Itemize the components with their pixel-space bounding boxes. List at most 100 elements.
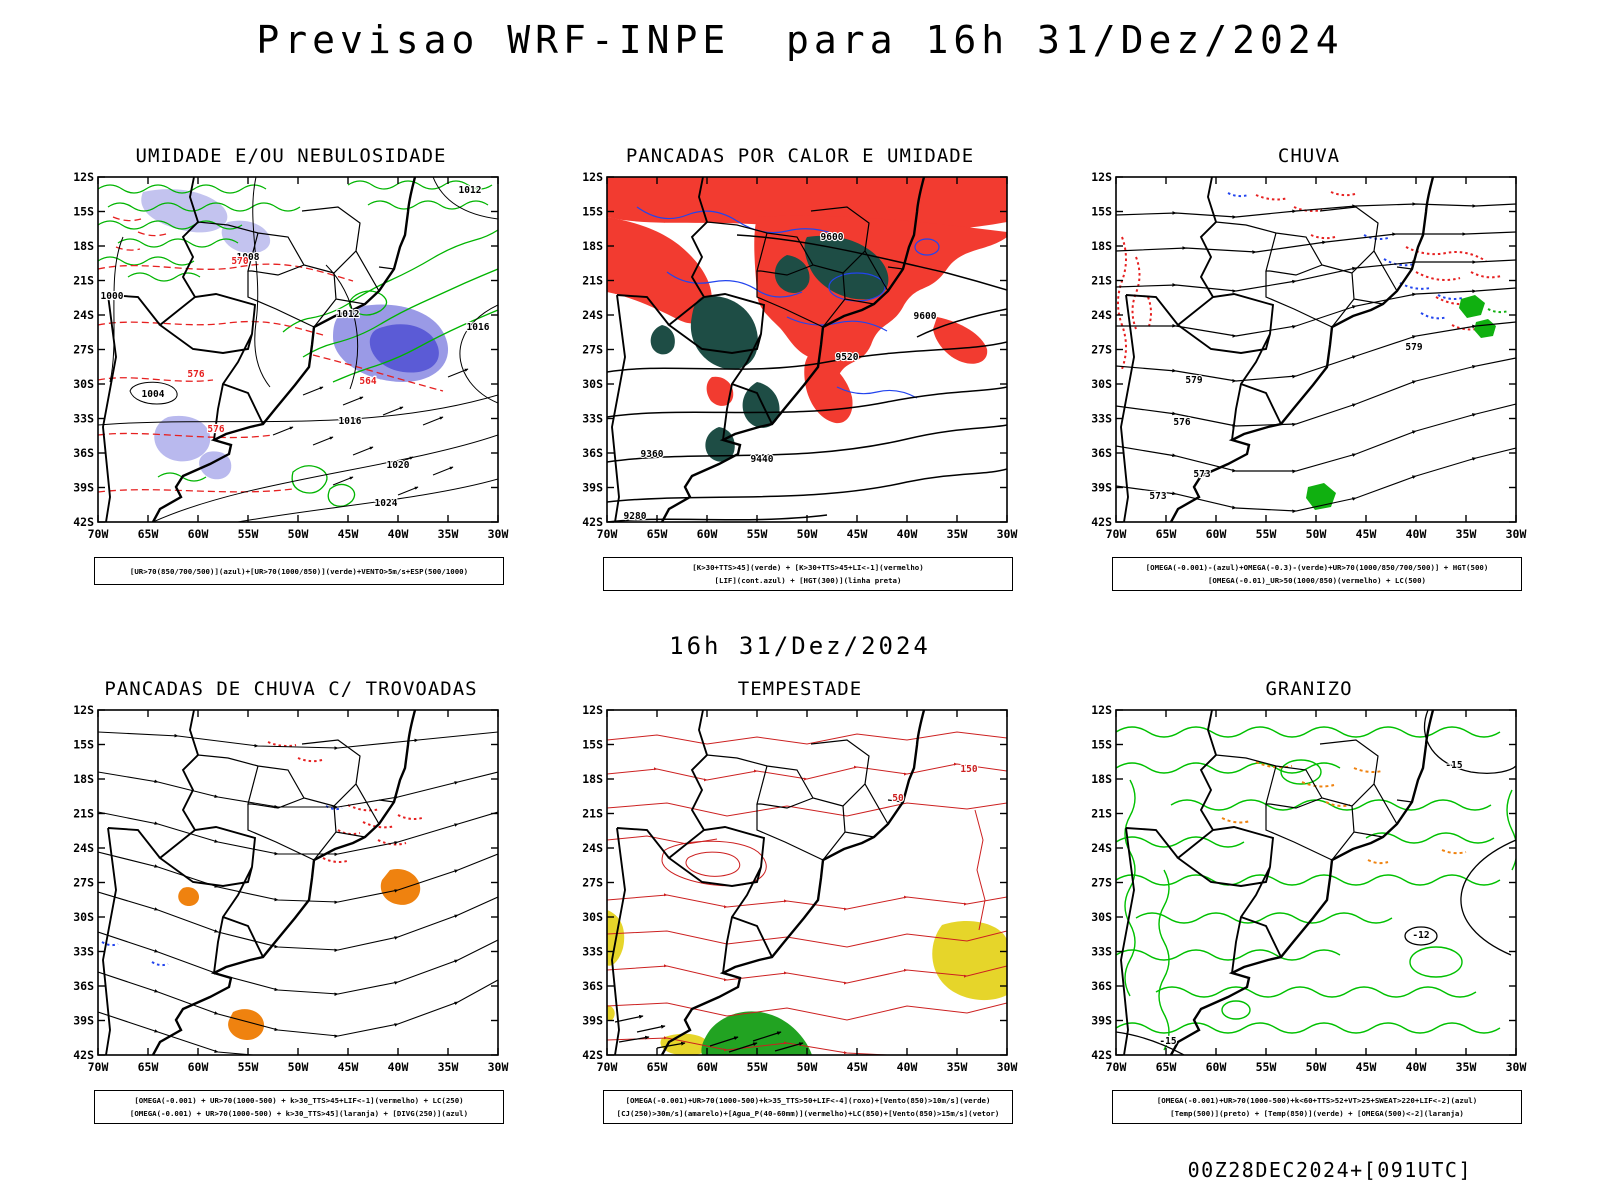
svg-text:12S: 12S [582, 705, 603, 717]
svg-text:1004: 1004 [142, 389, 165, 400]
svg-text:45W: 45W [1356, 527, 1377, 541]
svg-text:12S: 12S [73, 705, 94, 717]
svg-text:70W: 70W [597, 1060, 618, 1074]
svg-text:50W: 50W [1306, 1060, 1327, 1074]
svg-text:1000: 1000 [101, 291, 124, 302]
svg-text:60W: 60W [1206, 527, 1227, 541]
wind-vectors [272, 368, 469, 496]
contour-value-labels: 579 576 573 579 573 [1148, 341, 1424, 503]
svg-text:27S: 27S [73, 343, 94, 357]
caption-line: [OMEGA(-0.001) + UR>70(1000-500) + k>30_… [129, 1109, 469, 1118]
svg-text:30W: 30W [997, 527, 1018, 541]
svg-text:24S: 24S [1091, 841, 1112, 855]
svg-text:-12: -12 [1412, 930, 1429, 941]
svg-text:39S: 39S [582, 481, 603, 495]
svg-text:55W: 55W [747, 527, 768, 541]
isobar-contours [98, 177, 498, 522]
panel-granizo: GRANIZO [1074, 678, 1544, 1124]
svg-text:30W: 30W [488, 527, 509, 541]
svg-text:1012: 1012 [337, 309, 360, 320]
red-instability-areas [607, 177, 1007, 424]
svg-text:30S: 30S [1091, 377, 1112, 391]
panel-umidade: UMIDADE E/OU NEBULOSIDADE [56, 145, 526, 591]
caption-granizo: [OMEGA(-0.001)+UR>70(1000-500)+k<60+TTS>… [1112, 1090, 1522, 1124]
svg-text:45W: 45W [1356, 1060, 1377, 1074]
svg-text:21S: 21S [73, 807, 94, 821]
svg-text:564: 564 [359, 376, 376, 387]
svg-text:40W: 40W [388, 1060, 409, 1074]
svg-text:55W: 55W [1256, 1060, 1277, 1074]
svg-text:24S: 24S [582, 308, 603, 322]
green-temp850-contours [1116, 726, 1516, 1051]
svg-text:39S: 39S [1091, 481, 1112, 495]
svg-text:21S: 21S [1091, 807, 1112, 821]
svg-text:-15: -15 [1445, 760, 1462, 771]
svg-text:35W: 35W [438, 527, 459, 541]
svg-text:33S: 33S [582, 945, 603, 959]
yellow-jet-areas [607, 910, 1007, 1055]
blue-lif-contours [636, 206, 940, 399]
svg-text:30W: 30W [1506, 1060, 1527, 1074]
svg-text:55W: 55W [747, 1060, 768, 1074]
red-lc850-contours [607, 731, 1007, 1055]
svg-text:24S: 24S [582, 841, 603, 855]
svg-text:1016: 1016 [339, 416, 362, 427]
svg-text:1020: 1020 [387, 460, 410, 471]
svg-text:30W: 30W [1506, 527, 1527, 541]
caption-line: [OMEGA(-0.01)_UR>50(1000/850)(vermelho) … [1207, 576, 1427, 585]
svg-text:42S: 42S [1091, 515, 1112, 529]
svg-text:9600: 9600 [821, 232, 844, 243]
svg-text:65W: 65W [1156, 527, 1177, 541]
svg-text:1008: 1008 [237, 252, 260, 263]
svg-text:24S: 24S [73, 308, 94, 322]
svg-text:55W: 55W [1256, 527, 1277, 541]
svg-text:42S: 42S [582, 515, 603, 529]
svg-text:50W: 50W [797, 527, 818, 541]
svg-text:36S: 36S [73, 446, 94, 460]
caption-calor: [K>30+TTS>45](verde) + [K>30+TTS>45+LI<-… [603, 557, 1013, 591]
svg-text:12S: 12S [1091, 705, 1112, 717]
svg-text:60W: 60W [1206, 1060, 1227, 1074]
svg-text:42S: 42S [73, 1048, 94, 1062]
svg-text:40W: 40W [1406, 527, 1427, 541]
svg-text:18S: 18S [582, 772, 603, 786]
svg-text:35W: 35W [1456, 527, 1477, 541]
svg-text:1016: 1016 [467, 322, 490, 333]
svg-text:33S: 33S [73, 945, 94, 959]
svg-text:60W: 60W [697, 527, 718, 541]
svg-text:50: 50 [892, 793, 904, 804]
caption-line: [OMEGA(-0.001) + UR>70(1000-500) + k>30_… [134, 1096, 464, 1105]
hgt300-contours [607, 234, 1007, 522]
svg-text:18S: 18S [73, 239, 94, 253]
hgt500-streamlines [1116, 202, 1516, 514]
svg-text:36S: 36S [73, 979, 94, 993]
svg-text:33S: 33S [582, 412, 603, 426]
svg-text:65W: 65W [647, 527, 668, 541]
svg-text:12S: 12S [1091, 172, 1112, 184]
svg-text:21S: 21S [582, 807, 603, 821]
svg-text:27S: 27S [582, 876, 603, 890]
svg-text:60W: 60W [188, 527, 209, 541]
svg-text:70W: 70W [88, 1060, 109, 1074]
svg-text:55W: 55W [238, 527, 259, 541]
svg-text:70W: 70W [597, 527, 618, 541]
svg-text:27S: 27S [1091, 343, 1112, 357]
black-temp500-contours [1116, 710, 1516, 1055]
svg-text:15S: 15S [582, 205, 603, 219]
contour-value-labels: -12 -15 -15 [1158, 759, 1464, 1048]
svg-text:18S: 18S [1091, 239, 1112, 253]
svg-text:579: 579 [1185, 375, 1202, 386]
row-bottom: PANCADAS DE CHUVA C/ TROVOADAS [0, 678, 1600, 1124]
svg-text:65W: 65W [647, 1060, 668, 1074]
svg-text:40W: 40W [1406, 1060, 1427, 1074]
svg-text:70W: 70W [88, 527, 109, 541]
svg-text:70W: 70W [1106, 527, 1127, 541]
svg-text:576: 576 [1173, 417, 1190, 428]
caption-line: [Temp(500)](preto) + [Temp(850)](verde) … [1170, 1109, 1464, 1118]
svg-text:55W: 55W [238, 1060, 259, 1074]
svg-text:-15: -15 [1159, 1036, 1176, 1047]
orange-shower-areas [178, 868, 421, 1040]
svg-text:576: 576 [207, 424, 224, 435]
contour-value-labels: 1012 1008 1004 1000 1012 1016 1016 1020 1024 570 5… [99, 184, 490, 510]
